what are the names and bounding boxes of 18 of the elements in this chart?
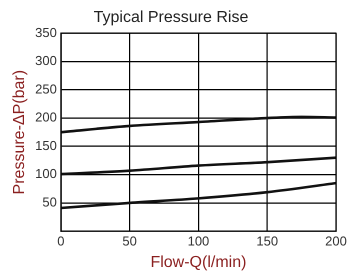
- x-tick-label: 150: [256, 234, 278, 249]
- x-tick-label: 200: [325, 234, 347, 249]
- y-tick-label: 150: [35, 138, 57, 153]
- y-tick-label: 200: [35, 110, 57, 125]
- line-series: [60, 156, 336, 176]
- y-tick-label: 250: [35, 81, 57, 96]
- y-tick-label: 50: [42, 194, 57, 210]
- y-tick-label: 350: [35, 24, 57, 40]
- x-axis-title: Flow-Q(l/min): [150, 254, 246, 271]
- x-tick-label: 0: [57, 234, 65, 249]
- line-series: [60, 116, 336, 134]
- line-series: [60, 182, 336, 210]
- y-tick-label: 100: [35, 166, 57, 182]
- y-axis-title: Pressure-ΔP(bar): [11, 70, 28, 194]
- y-tick-label: 300: [35, 53, 57, 68]
- chart-title: Typical Pressure Rise: [94, 9, 248, 26]
- x-tick-label: 50: [122, 234, 137, 249]
- x-tick-label: 100: [188, 234, 210, 249]
